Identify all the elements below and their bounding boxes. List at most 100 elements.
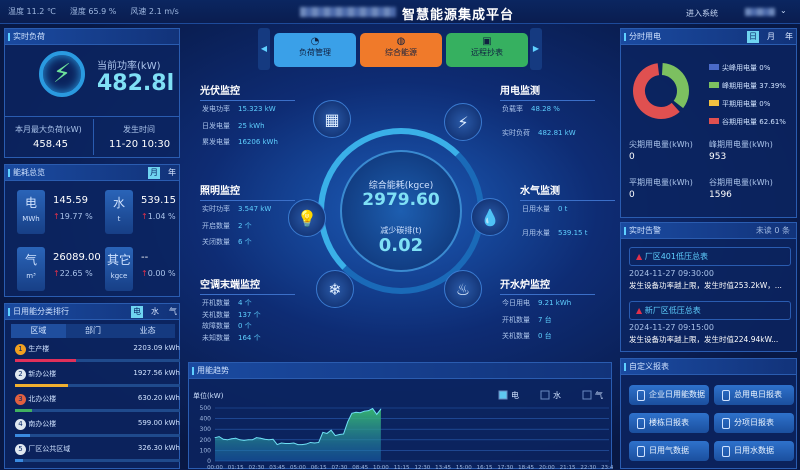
legend-checkbox[interactable] (582, 390, 592, 400)
row-value: 164 个 (238, 333, 261, 342)
rank-name: 北办公楼 (28, 395, 57, 403)
legend-pct: 0% (759, 100, 771, 108)
x-tick-label: 20:00 (539, 465, 555, 470)
alarm-icon: ▲ (636, 306, 643, 315)
list-item[interactable]: 3 北办公楼 630.20 kWh (15, 394, 180, 412)
row-value: 4 个 (238, 299, 252, 307)
row-value: 539.15 t (558, 229, 588, 237)
nav-button[interactable]: ▣ 远程抄表 (446, 33, 528, 67)
arrow-up-icon: ↑ (141, 269, 148, 278)
row-label: 开机数量 (202, 299, 230, 307)
subtab-department[interactable]: 部门 (85, 326, 101, 335)
row-value: 6 个 (238, 238, 252, 246)
panel-title: 实时告警 (629, 226, 661, 235)
x-tick-label: 06:15 (311, 465, 327, 470)
tab-electricity[interactable]: 电 (131, 306, 143, 318)
list-item[interactable]: 4 南办公楼 599.00 kWh (15, 419, 180, 437)
nav-button-label: 远程抄表 (471, 48, 503, 57)
legend-item: 尖峰用电量 0% (709, 63, 770, 73)
row-value: 16206 kWh (238, 138, 278, 146)
y-tick-label: 0 (207, 458, 211, 465)
rank-badge: 3 (15, 394, 26, 405)
nav-next-button[interactable]: ▶ (530, 28, 542, 70)
nav-prev-button[interactable]: ◀ (258, 28, 270, 70)
tab-year[interactable]: 年 (785, 32, 793, 41)
y-axis-label: 单位(kW) (193, 391, 224, 400)
report-button[interactable]: 楼栋日报表 (629, 413, 709, 433)
ac-row: 关机数量 137 个 (202, 310, 261, 320)
rank-value: 326.30 kWh (137, 444, 180, 452)
data-point (368, 410, 369, 412)
legend-checkbox[interactable] (540, 390, 550, 400)
tou-donut-chart (633, 63, 689, 119)
legend-item: 谷期用电量 62.61% (709, 117, 786, 127)
x-tick-label: 11:15 (394, 465, 410, 470)
ranking-panel: 日用能分类排行 电 水 气 区域 部门 业态 1 生产楼 2203.09 kWh 2… (4, 303, 180, 469)
data-point (264, 438, 266, 440)
report-button[interactable]: 总用电日报表 (714, 385, 794, 405)
water-row: 月用水量 539.15 t (522, 228, 587, 238)
y-tick-label: 500 (200, 405, 212, 412)
x-tick-label: 18:45 (518, 465, 534, 470)
legend-checkbox[interactable] (498, 390, 508, 400)
overview-change: 19.77 % (59, 212, 93, 221)
rank-bar (15, 409, 32, 412)
list-item[interactable]: 1 生产楼 2203.09 kWh (15, 344, 180, 362)
x-tick-label: 17:30 (497, 465, 513, 470)
x-tick-label: 07:30 (331, 465, 347, 470)
chevron-down-icon[interactable]: ⌄ (780, 6, 787, 15)
data-point (218, 436, 220, 438)
report-button[interactable]: 日用水数据 (714, 441, 794, 461)
x-tick-label: 16:15 (477, 465, 493, 470)
tab-month[interactable]: 月 (148, 167, 160, 179)
nav-button[interactable]: ◍ 综合能源 (360, 33, 442, 67)
list-item[interactable]: 2 新办公楼 1927.56 kWh (15, 369, 180, 387)
center-circle (340, 150, 462, 272)
lighting-row: 开启数量 2 个 (202, 221, 252, 231)
gauge-icon: ◔ (310, 36, 320, 47)
nav-button[interactable]: ◔ 负荷管理 (274, 33, 356, 67)
page-title: 智慧能源集成平台 (402, 8, 515, 23)
tab-water[interactable]: 水 (151, 307, 159, 316)
unit-label: kgce (110, 272, 128, 280)
x-tick-label: 21:15 (560, 465, 576, 470)
alarm-title: 厂区401低压总表 (644, 252, 708, 261)
enter-system-link[interactable]: 进入系统 (686, 9, 718, 18)
alarm-title: 新厂区低压总表 (644, 306, 701, 315)
report-button[interactable]: 分项日报表 (714, 413, 794, 433)
data-point (359, 412, 361, 414)
tab-year[interactable]: 年 (168, 168, 176, 177)
unread-count[interactable]: 未读 0 条 (755, 226, 790, 235)
data-point (343, 433, 344, 435)
header: 温度 11.2 ℃ 湿度 65.9 % 风速 2.1 m/s 智慧能源集成平台 进入… (0, 0, 800, 24)
air-conditioner-icon: ❄ (316, 270, 354, 308)
list-item[interactable]: 5 厂区公共区域 326.30 kWh (15, 444, 180, 462)
row-value: 48.28 % (531, 105, 560, 113)
alarm-item[interactable]: ▲ 厂区401低压总表 2024-11-27 09:30:00 发生设备功率越上限，… (629, 247, 791, 291)
row-label: 累发电量 (202, 138, 230, 146)
data-point (326, 433, 328, 434)
tab-gas[interactable]: 气 (169, 307, 177, 316)
subtab-area[interactable]: 区域 (11, 324, 66, 338)
overview-value: 539.15 (141, 195, 176, 206)
stat-value: 953 (709, 152, 727, 162)
nav-button-label: 负荷管理 (299, 48, 331, 57)
tab-month[interactable]: 月 (767, 32, 775, 41)
data-point (314, 442, 315, 444)
subtab-business[interactable]: 业态 (139, 326, 156, 335)
stat-label: 平期用电量(kWh) (629, 178, 693, 187)
data-point (318, 442, 320, 443)
tab-day[interactable]: 日 (747, 31, 759, 43)
data-point (293, 442, 295, 444)
type-label: 气 (24, 253, 37, 267)
report-button[interactable]: 企业日用能数据 (629, 385, 709, 405)
boiler-row: 关机数量 0 台 (502, 331, 552, 341)
report-button[interactable]: 日用气数据 (629, 441, 709, 461)
alarm-item[interactable]: ▲ 新厂区低压总表 2024-11-27 09:15:00 发生设备功率越上限，发生… (629, 301, 791, 345)
globe-icon: ◍ (396, 36, 406, 47)
ac-section-title: 空调末端监控 (200, 276, 295, 295)
type-label: 电 (24, 196, 37, 210)
user-menu[interactable] (745, 8, 775, 16)
overview-value: -- (141, 252, 149, 263)
